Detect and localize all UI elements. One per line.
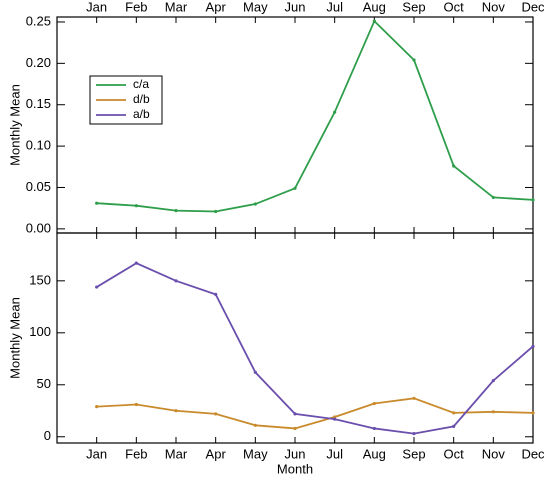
x-tick-label: Dec [521, 446, 545, 461]
point [214, 412, 218, 416]
legend-label: a/b [133, 107, 150, 121]
x-tick-label: Sep [402, 446, 425, 461]
point [134, 402, 138, 407]
legend-label: d/b [133, 92, 150, 106]
x-tick-label: Sep [402, 0, 425, 14]
point [491, 410, 495, 414]
x-tick-label: May [243, 446, 268, 461]
x-tick-label: Nov [482, 0, 506, 14]
x-tick-label: Mar [165, 446, 188, 461]
point [531, 411, 535, 415]
x-tick-label: Oct [444, 446, 465, 461]
x-tick-label: Apr [206, 446, 227, 461]
x-tick-label: Oct [444, 0, 465, 14]
point [333, 110, 337, 114]
point [372, 19, 376, 23]
point [491, 195, 495, 200]
x-tick-label: May [243, 0, 268, 14]
point [214, 292, 218, 296]
point [293, 426, 297, 431]
point [293, 186, 297, 190]
series-line [96, 19, 534, 213]
y-tick-label: 50 [37, 376, 51, 391]
point [253, 423, 257, 427]
point [214, 209, 218, 214]
series-line [96, 262, 534, 435]
x-tick-label: Nov [482, 446, 506, 461]
point [293, 412, 297, 416]
y-tick-label: 0.00 [26, 220, 51, 235]
point [95, 201, 99, 205]
point [174, 279, 178, 283]
y-tick-label: 100 [29, 324, 51, 339]
point [174, 209, 178, 213]
top-frame [56, 16, 534, 234]
x-tick-label: Jun [285, 446, 306, 461]
y-tick-label: 0.15 [26, 96, 51, 111]
legend-label: c/a [133, 77, 149, 91]
x-tick-label: Dec [521, 0, 545, 14]
x-tick-label: Jul [326, 0, 343, 14]
x-tick-label: Jan [86, 446, 107, 461]
x-tick-label: Jan [86, 0, 107, 14]
x-tick-label: Feb [125, 446, 147, 461]
x-tick-label: Jul [326, 446, 343, 461]
x-tick-label: Aug [363, 446, 386, 461]
point [412, 432, 416, 436]
x-axis-label: Month [277, 461, 313, 476]
point [531, 198, 535, 202]
point [491, 379, 495, 383]
point [253, 370, 257, 374]
point [452, 164, 456, 168]
point [452, 424, 456, 428]
point [452, 411, 456, 415]
point [134, 204, 138, 208]
point [372, 426, 376, 431]
x-tick-label: Feb [125, 0, 147, 14]
y-axis-label: Monthly Mean [7, 84, 22, 166]
y-tick-label: 0.10 [26, 138, 51, 153]
bottom-frame [56, 232, 534, 444]
point [531, 344, 535, 348]
y-tick-label: 0 [44, 428, 51, 443]
y-axis-label: Monthly Mean [7, 297, 22, 379]
point [412, 58, 416, 62]
series-line [96, 397, 534, 430]
y-tick-label: 0.05 [26, 179, 51, 194]
x-tick-label: Jun [285, 0, 306, 14]
point [372, 401, 376, 406]
point [174, 409, 178, 413]
y-tick-label: 0.20 [26, 55, 51, 70]
x-tick-label: Apr [206, 0, 227, 14]
point [412, 396, 416, 400]
point [333, 417, 337, 421]
point [95, 405, 99, 409]
y-tick-label: 0.25 [26, 13, 51, 28]
point [253, 202, 257, 206]
point [134, 261, 138, 265]
y-tick-label: 150 [29, 272, 51, 287]
x-tick-label: Mar [165, 0, 188, 14]
x-tick-label: Aug [363, 0, 386, 14]
point [95, 285, 99, 289]
